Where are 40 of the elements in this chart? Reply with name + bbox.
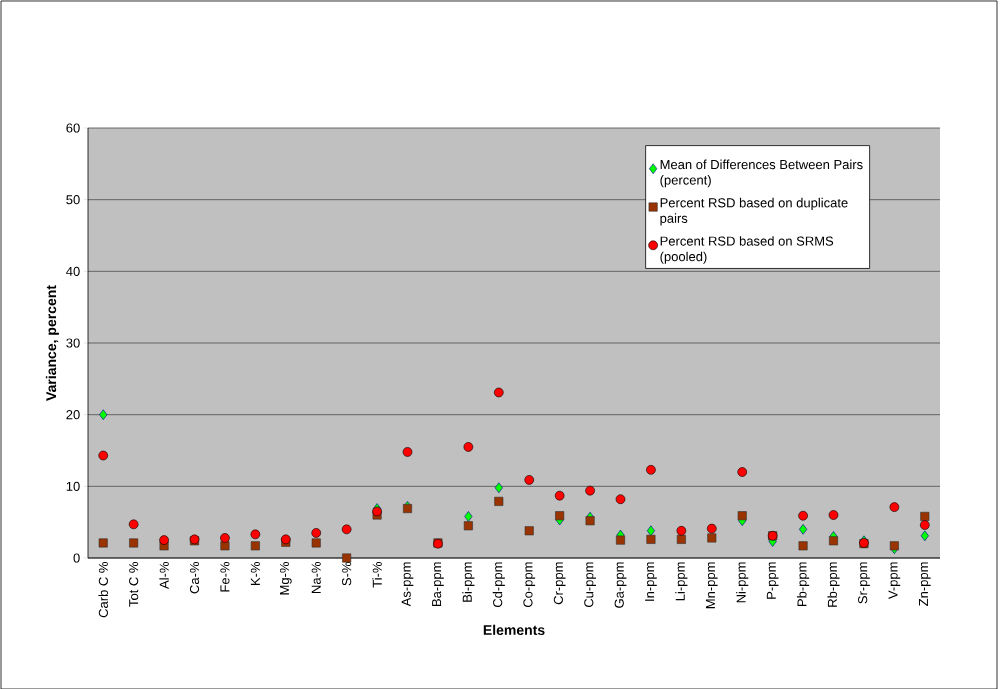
x-axis-title: Elements bbox=[483, 624, 545, 635]
x-tick-label: Ti-% bbox=[372, 561, 382, 588]
y-tick-label: 0 bbox=[73, 553, 80, 563]
y-tick-label: 20 bbox=[66, 409, 80, 420]
x-tick-label: Zn-ppm bbox=[918, 562, 931, 606]
x-tick-label: Tot C % bbox=[129, 561, 139, 607]
y-tick-label: 60 bbox=[66, 123, 80, 133]
x-tick-label: Cr-ppm bbox=[553, 562, 566, 605]
x-tick-label: P-ppm bbox=[766, 562, 779, 599]
x-tick-label: Na-% bbox=[311, 561, 321, 593]
x-tick-label: Bi-ppm bbox=[462, 562, 475, 602]
x-tick-label: Fe-% bbox=[220, 561, 230, 592]
x-tick-label: Mg-% bbox=[279, 561, 292, 595]
x-tick-label: K-% bbox=[250, 561, 260, 585]
x-tick-label: Mn-ppm bbox=[705, 562, 718, 608]
x-tick-label: Ga-ppm bbox=[614, 562, 627, 608]
y-axis-title: Variance, percent bbox=[45, 285, 59, 401]
x-tick-label: As-ppm bbox=[401, 562, 414, 607]
y-tick-label: 30 bbox=[66, 338, 80, 348]
y-tick-label: 10 bbox=[66, 481, 80, 491]
x-tick-label: Co-ppm bbox=[523, 562, 536, 607]
legend-label: Mean of Differences Between Pairs (percent) bbox=[660, 159, 863, 188]
y-tick-label: 40 bbox=[66, 266, 80, 276]
x-tick-label: Ni-ppm bbox=[736, 562, 749, 603]
x-tick-label: Carb C % bbox=[98, 561, 108, 618]
y-tick-label: 50 bbox=[66, 194, 80, 205]
legend-label: Percent RSD based on duplicate pairs bbox=[660, 197, 848, 226]
x-tick-label: Sr-ppm bbox=[858, 562, 870, 604]
x-tick-label: Cd-ppm bbox=[492, 562, 505, 607]
x-tick-label: Al-% bbox=[159, 561, 169, 589]
x-tick-label: Pb-ppm bbox=[797, 562, 810, 606]
x-tick-label: Ca-% bbox=[189, 561, 200, 594]
x-tick-label: S-% bbox=[342, 561, 352, 586]
legend-label: Percent RSD based on SRMS (pooled) bbox=[660, 235, 834, 264]
x-tick-label: Cu-ppm bbox=[584, 562, 596, 607]
x-tick-label: V-ppm bbox=[888, 562, 901, 599]
x-tick-label: Ba-ppm bbox=[432, 562, 444, 606]
x-tick-label: Li-ppm bbox=[675, 562, 688, 601]
x-tick-label: Rb-ppm bbox=[827, 562, 840, 607]
x-tick-label: In-ppm bbox=[645, 562, 657, 601]
